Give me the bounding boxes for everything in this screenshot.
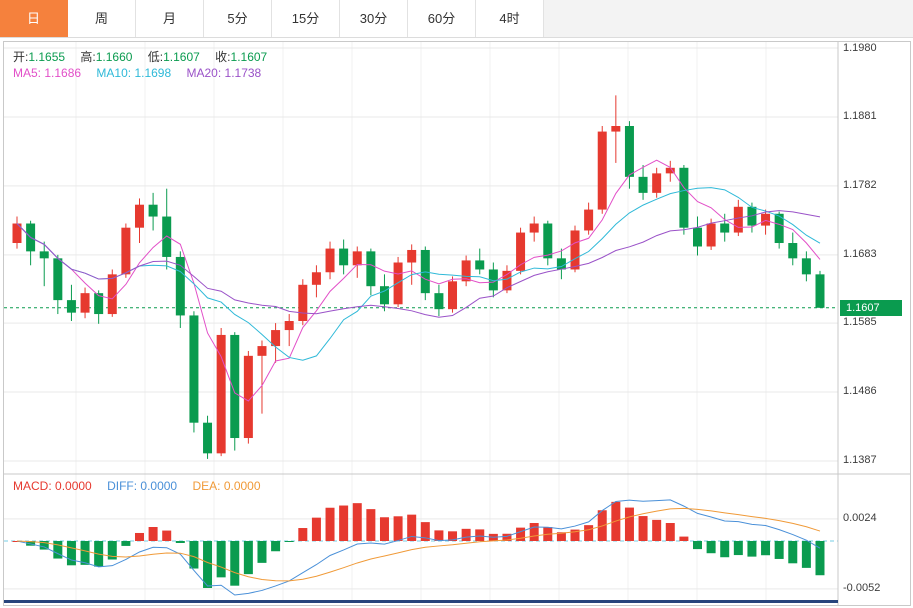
- ma10-label: MA10:: [96, 66, 132, 80]
- close-value: 1.1607: [230, 50, 268, 64]
- dea-value: 0.0000: [223, 479, 261, 493]
- open-value: 1.1655: [28, 50, 66, 64]
- ma10-line: [16, 187, 821, 361]
- tab-5min[interactable]: 5分: [204, 0, 272, 37]
- ma20-line: [16, 210, 821, 318]
- ma5-label: MA5:: [13, 66, 42, 80]
- ma20-value: 1.1738: [224, 66, 262, 80]
- ma20-label: MA20:: [186, 66, 222, 80]
- tab-day[interactable]: 日: [0, 0, 68, 37]
- dea-label: DEA:: [192, 479, 221, 493]
- macd-legend: MACD: 0.0000 DIFF: 0.0000 DEA: 0.0000: [13, 479, 273, 493]
- tab-4hour[interactable]: 4时: [476, 0, 544, 37]
- diff-label: DIFF:: [107, 479, 138, 493]
- diff-line: [16, 499, 821, 596]
- price-tick-5: 1.1486: [843, 385, 877, 397]
- high-value: 1.1660: [95, 50, 133, 64]
- price-tick-6: 1.1387: [843, 454, 877, 466]
- grid-layer: [4, 42, 838, 600]
- close-label: 收:: [215, 50, 231, 64]
- chart-canvas[interactable]: [4, 42, 910, 605]
- low-label: 低:: [147, 50, 164, 64]
- candlestick-layer: [12, 95, 825, 459]
- macd-value: 0.0000: [55, 479, 92, 493]
- macd-label: MACD:: [13, 479, 52, 493]
- macd-tick-1: -0.0052: [843, 582, 881, 594]
- bottom-scrollbar[interactable]: [4, 600, 838, 603]
- ma5-line: [16, 159, 821, 402]
- tab-60min[interactable]: 60分: [408, 0, 476, 37]
- timeframe-tabbar: 日 周 月 5分 15分 30分 60分 4时: [0, 0, 913, 38]
- chart-panel: 开:1.1655 高:1.1660 低:1.1607 收:1.1607 MA5:…: [3, 41, 911, 606]
- current-price-tag: 1.1607: [840, 300, 902, 316]
- tab-week[interactable]: 周: [68, 0, 136, 37]
- price-tick-0: 1.1980: [843, 42, 877, 54]
- diff-value: 0.0000: [140, 479, 178, 493]
- price-tick-1: 1.1881: [843, 110, 877, 122]
- ma5-value: 1.1686: [44, 66, 82, 80]
- price-tick-4: 1.1585: [843, 316, 877, 328]
- high-label: 高:: [80, 50, 96, 64]
- ma10-value: 1.1698: [134, 66, 172, 80]
- tab-15min[interactable]: 15分: [272, 0, 340, 37]
- low-value: 1.1607: [163, 50, 200, 64]
- macd-histogram: [12, 501, 825, 588]
- dea-line: [16, 507, 821, 582]
- open-label: 开:: [13, 50, 29, 64]
- ohlc-legend: 开:1.1655 高:1.1660 低:1.1607 收:1.1607: [13, 48, 279, 65]
- tab-30min[interactable]: 30分: [340, 0, 408, 37]
- ma-legend: MA5: 1.1686 MA10: 1.1698 MA20: 1.1738: [13, 66, 273, 80]
- macd-tick-0: 0.0024: [843, 512, 877, 524]
- price-tick-3: 1.1683: [843, 248, 877, 260]
- tab-month[interactable]: 月: [136, 0, 204, 37]
- price-tick-2: 1.1782: [843, 179, 877, 191]
